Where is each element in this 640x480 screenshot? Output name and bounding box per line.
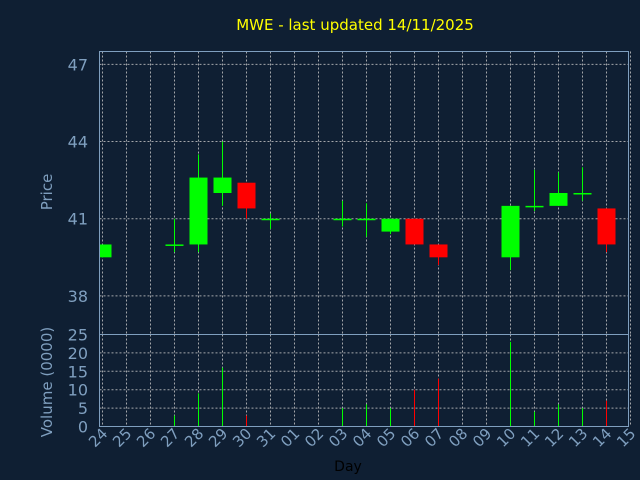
candle-body <box>429 244 448 258</box>
candle-body <box>237 182 256 209</box>
candle-body <box>357 218 376 221</box>
candle-body <box>100 244 112 258</box>
day-tick-label: 27 <box>157 425 183 451</box>
candle-28 <box>189 154 208 253</box>
price-axis-label: Price <box>38 174 56 211</box>
price-tick-label: 47 <box>68 55 88 74</box>
day-tick-label: 14 <box>589 425 615 451</box>
volume-tick-label: 25 <box>68 326 88 345</box>
day-tick-label: 07 <box>421 425 447 451</box>
candle-body <box>525 205 544 208</box>
candle-body <box>405 218 424 245</box>
price-tick-label: 41 <box>68 210 88 229</box>
candle-body <box>189 177 208 245</box>
day-tick-label: 09 <box>469 425 495 451</box>
candle-12 <box>549 172 568 206</box>
day-tick-label: 03 <box>325 425 351 451</box>
candle-06 <box>405 218 424 245</box>
candle-07 <box>429 244 448 266</box>
candle-body <box>573 193 592 195</box>
candle-body <box>549 193 568 206</box>
day-tick-label: 26 <box>133 425 159 451</box>
day-tick-label: 24 <box>85 425 111 451</box>
day-tick-label: 12 <box>541 425 567 451</box>
day-tick-label: 29 <box>205 425 231 451</box>
candle-03 <box>333 200 352 227</box>
price-tick-label: 38 <box>68 287 88 306</box>
candle-24 <box>100 244 112 258</box>
candle-04 <box>357 203 376 237</box>
candle-31 <box>261 213 280 230</box>
candle-body <box>165 244 184 246</box>
day-tick-label: 13 <box>565 425 591 451</box>
candle-body <box>213 177 232 193</box>
chart-title: MWE - last updated 14/11/2025 <box>236 16 474 34</box>
candle-14 <box>597 208 616 253</box>
candle-body <box>261 218 280 221</box>
x-axis-label: Day <box>334 459 362 475</box>
volume-axis-label: Volume (0000) <box>38 327 56 437</box>
volume-tick-label: 5 <box>78 399 88 418</box>
candle-11 <box>525 169 544 212</box>
day-tick-label: 06 <box>397 425 423 451</box>
day-tick-label: 04 <box>349 425 375 451</box>
day-tick-label: 10 <box>493 425 519 451</box>
candle-body <box>333 218 352 221</box>
day-tick-label: 25 <box>109 425 135 451</box>
day-tick-label: 08 <box>445 425 471 451</box>
volume-tick-label: 20 <box>68 344 88 363</box>
candle-13 <box>573 167 592 201</box>
candle-05 <box>381 218 400 235</box>
day-tick-label: 31 <box>253 425 279 451</box>
price-tick-label: 44 <box>68 133 88 152</box>
volume-panel-frame <box>99 334 629 427</box>
price-panel-frame <box>99 51 629 335</box>
volume-tick-label: 0 <box>78 418 88 437</box>
day-tick-label: 15 <box>613 425 639 451</box>
candle-10 <box>501 205 520 271</box>
day-tick-label: 05 <box>373 425 399 451</box>
day-axis-ticks: 2425262728293031010203040506070809101112… <box>85 425 639 451</box>
day-tick-label: 11 <box>517 425 543 451</box>
day-tick-label: 02 <box>301 425 327 451</box>
candle-body <box>597 208 616 245</box>
volume-tick-label: 10 <box>68 381 88 400</box>
volume-panel-grid <box>99 334 631 427</box>
candle-30 <box>237 182 256 219</box>
candles <box>100 141 616 271</box>
volume-bars <box>174 341 607 427</box>
day-tick-label: 30 <box>229 425 255 451</box>
price-axis-ticks: 47 44 41 38 <box>68 55 88 306</box>
day-tick-label: 28 <box>181 425 207 451</box>
candle-body <box>381 218 400 232</box>
volume-tick-label: 15 <box>68 362 88 381</box>
candle-29 <box>213 141 232 206</box>
candle-body <box>501 205 520 258</box>
day-tick-label: 01 <box>277 425 303 451</box>
candle-27 <box>165 218 184 253</box>
